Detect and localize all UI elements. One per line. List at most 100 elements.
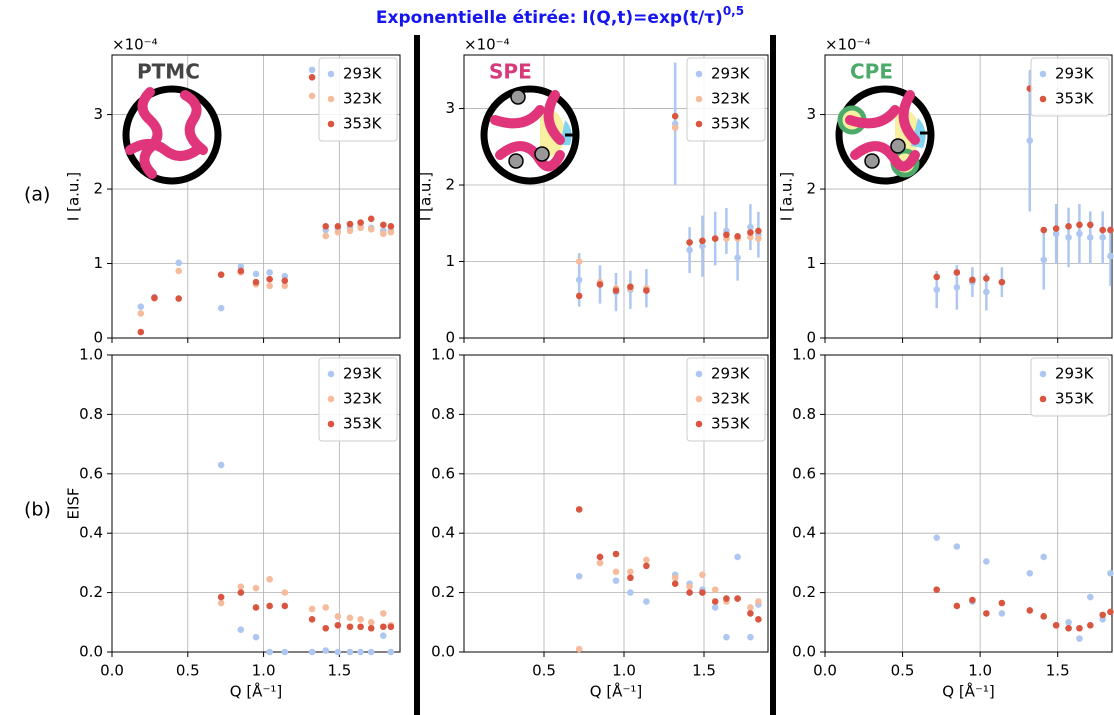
- point: [643, 562, 650, 570]
- point: [983, 288, 990, 296]
- point: [252, 604, 260, 611]
- y-tick-label: 0: [93, 329, 103, 347]
- point: [734, 553, 741, 561]
- legend-label: 293K: [1055, 65, 1095, 83]
- point: [575, 572, 583, 580]
- legend-label: 293K: [343, 365, 383, 383]
- point: [734, 232, 741, 240]
- point: [308, 92, 316, 100]
- point: [1086, 234, 1094, 241]
- legend-label: 353K: [711, 415, 751, 433]
- x-tick-label: 1.5: [692, 662, 716, 680]
- x-axis-label: Q [Å⁻¹]: [942, 682, 994, 701]
- y-tick-label: 0.4: [431, 524, 455, 542]
- legend-box: [318, 57, 398, 142]
- legend-label: 323K: [711, 390, 751, 408]
- legend-marker: [327, 95, 335, 103]
- point: [1065, 234, 1072, 241]
- point: [322, 222, 330, 230]
- point: [755, 616, 762, 623]
- legend-label: 293K: [1055, 365, 1095, 383]
- y-axis-label: I [a.u.]: [65, 172, 83, 221]
- point: [175, 295, 182, 302]
- point: [387, 228, 395, 236]
- y-tick-label: 1.0: [431, 346, 455, 364]
- point: [983, 558, 990, 565]
- axes-frame: [111, 54, 401, 339]
- point: [933, 273, 940, 281]
- y-tick-label: 2: [445, 176, 455, 194]
- legend-label: 353K: [1055, 90, 1095, 108]
- point: [596, 553, 604, 561]
- point: [575, 276, 583, 284]
- x-tick-label: 1.0: [968, 662, 992, 680]
- point: [596, 559, 604, 567]
- y-tick-label: 0.2: [792, 583, 816, 601]
- point: [1065, 222, 1072, 230]
- point: [969, 596, 976, 604]
- point: [969, 276, 976, 284]
- row-label: (a): [24, 184, 50, 206]
- point: [933, 286, 940, 293]
- point: [998, 278, 1006, 286]
- legend-label: 323K: [343, 390, 383, 408]
- title-superscript: 0,5: [723, 4, 744, 18]
- point: [367, 619, 375, 626]
- legend-marker: [1039, 70, 1047, 78]
- point: [357, 648, 364, 656]
- point: [699, 237, 706, 245]
- y-tick-label: 1: [806, 254, 816, 272]
- y-tick-label: 0.2: [431, 583, 455, 601]
- point: [747, 610, 754, 617]
- point: [1107, 252, 1114, 260]
- point: [137, 328, 145, 336]
- x-tick-label: 1.5: [327, 662, 351, 680]
- axes-frame: [824, 54, 1113, 339]
- point: [1086, 621, 1094, 629]
- point: [380, 221, 387, 229]
- legend-box: [1030, 57, 1110, 117]
- point: [308, 66, 316, 74]
- x-axis-label: Q [Å⁻¹]: [230, 682, 282, 701]
- x-axis-label: Q [Å⁻¹]: [590, 682, 642, 701]
- y-axis-label: EISF: [65, 487, 83, 519]
- point: [755, 235, 762, 242]
- point: [281, 589, 289, 596]
- point: [686, 246, 693, 254]
- point: [1052, 230, 1060, 238]
- point: [643, 598, 650, 605]
- point: [252, 270, 260, 278]
- point: [357, 623, 364, 631]
- legend-box: [686, 57, 766, 142]
- x-tick-label: 0.5: [891, 662, 915, 680]
- legend-marker: [327, 70, 335, 78]
- point: [266, 275, 273, 283]
- point: [933, 586, 940, 593]
- point: [346, 227, 354, 235]
- point: [266, 575, 273, 583]
- point: [686, 239, 693, 246]
- point: [1040, 226, 1048, 234]
- y-tick-label: 0.0: [431, 643, 455, 661]
- point: [998, 610, 1006, 617]
- legend-label: 353K: [343, 115, 383, 133]
- point: [308, 74, 316, 81]
- y-tick-label: 0.6: [431, 464, 455, 482]
- point: [1086, 593, 1094, 601]
- legend-marker: [695, 420, 703, 428]
- y-tick-label: 2: [93, 180, 103, 198]
- x-tick-label: 1.0: [252, 662, 276, 680]
- point: [322, 232, 330, 240]
- legend-box: [686, 357, 766, 442]
- x-tick-label: 0.5: [176, 662, 200, 680]
- point: [266, 648, 273, 656]
- point: [237, 267, 245, 275]
- point: [1099, 226, 1106, 234]
- point: [699, 242, 706, 250]
- point: [983, 275, 990, 282]
- legend-label: 323K: [711, 90, 751, 108]
- y-tick-label: 3: [445, 99, 455, 117]
- legend-marker: [695, 370, 703, 378]
- point: [1076, 230, 1083, 238]
- point: [612, 568, 620, 576]
